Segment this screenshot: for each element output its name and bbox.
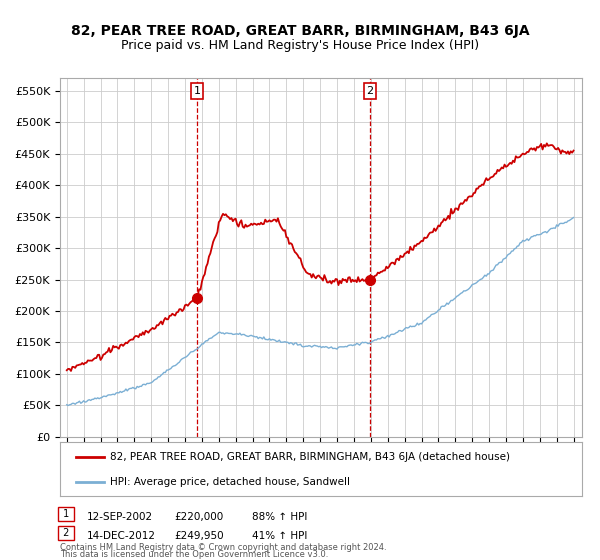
Text: £220,000: £220,000 — [174, 512, 223, 522]
Text: 1: 1 — [60, 510, 73, 520]
Text: 1: 1 — [193, 86, 200, 96]
Text: 88% ↑ HPI: 88% ↑ HPI — [252, 512, 307, 522]
Text: 82, PEAR TREE ROAD, GREAT BARR, BIRMINGHAM, B43 6JA: 82, PEAR TREE ROAD, GREAT BARR, BIRMINGH… — [71, 24, 529, 38]
Text: 41% ↑ HPI: 41% ↑ HPI — [252, 531, 307, 541]
Text: £249,950: £249,950 — [174, 531, 224, 541]
Text: 14-DEC-2012: 14-DEC-2012 — [87, 531, 156, 541]
Text: This data is licensed under the Open Government Licence v3.0.: This data is licensed under the Open Gov… — [60, 550, 328, 559]
Text: 82, PEAR TREE ROAD, GREAT BARR, BIRMINGHAM, B43 6JA (detached house): 82, PEAR TREE ROAD, GREAT BARR, BIRMINGH… — [110, 452, 509, 463]
Text: 2: 2 — [60, 528, 73, 538]
Text: HPI: Average price, detached house, Sandwell: HPI: Average price, detached house, Sand… — [110, 477, 350, 487]
Text: Contains HM Land Registry data © Crown copyright and database right 2024.: Contains HM Land Registry data © Crown c… — [60, 543, 386, 552]
Text: 12-SEP-2002: 12-SEP-2002 — [87, 512, 153, 522]
Text: Price paid vs. HM Land Registry's House Price Index (HPI): Price paid vs. HM Land Registry's House … — [121, 39, 479, 53]
Text: 2: 2 — [367, 86, 374, 96]
